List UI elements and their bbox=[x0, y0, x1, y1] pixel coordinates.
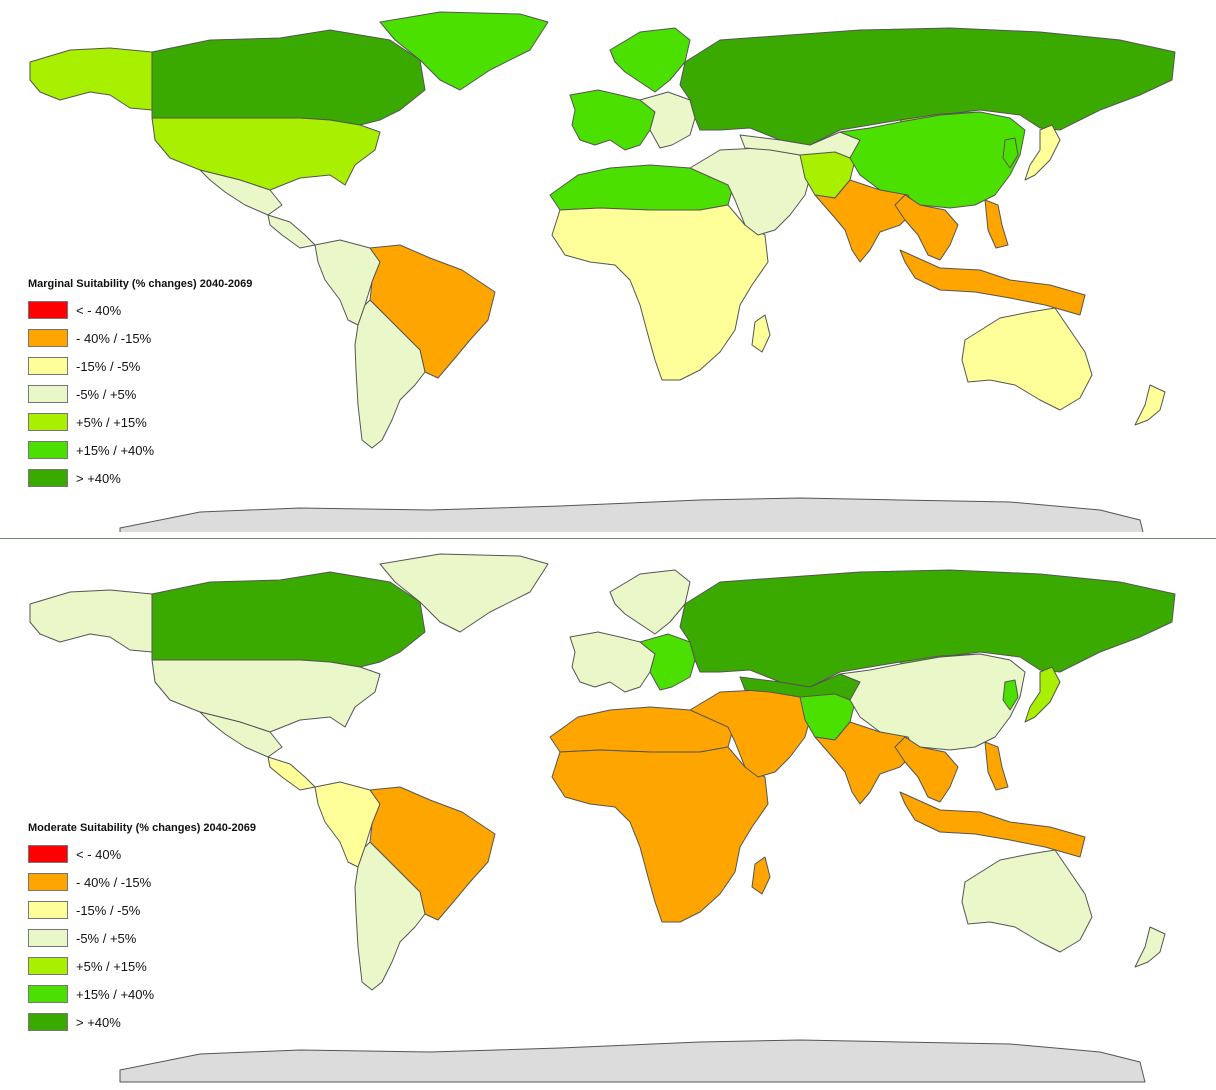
region-china bbox=[839, 111, 1026, 209]
region-eastern-europe bbox=[639, 91, 696, 149]
region-brazil bbox=[369, 244, 496, 379]
legend-item: > +40% bbox=[28, 1008, 256, 1036]
region-southeast-asia bbox=[894, 194, 959, 261]
region-japan bbox=[1024, 666, 1061, 723]
region-canada bbox=[151, 571, 426, 668]
region-korea bbox=[1002, 137, 1019, 169]
region-central-america bbox=[267, 756, 316, 791]
region-greenland bbox=[379, 11, 549, 91]
map-panel-marginal: Marginal Suitability (% changes) 2040-20… bbox=[0, 0, 1216, 532]
region-eastern-europe bbox=[639, 633, 696, 691]
region-alaska bbox=[29, 589, 153, 653]
legend-item: +5% / +15% bbox=[28, 952, 256, 980]
legend-label: < - 40% bbox=[76, 302, 122, 318]
region-southern-cone bbox=[354, 841, 426, 991]
legend-swatch bbox=[28, 469, 68, 487]
region-new-zealand bbox=[1134, 926, 1166, 968]
legend-rows: < - 40% - 40% / -15% -15% / -5% -5% / +5% +5… bbox=[28, 840, 256, 1036]
region-indonesia bbox=[899, 791, 1086, 858]
legend-swatch bbox=[28, 413, 68, 431]
legend-item: - 40% / -15% bbox=[28, 324, 252, 352]
legend-label: > +40% bbox=[76, 1014, 121, 1030]
region-western-europe bbox=[569, 631, 656, 693]
legend-item: -15% / -5% bbox=[28, 352, 252, 380]
region-sub-saharan-africa bbox=[551, 746, 769, 923]
legend-swatch bbox=[28, 329, 68, 347]
region-madagascar bbox=[751, 314, 771, 353]
region-greenland bbox=[379, 553, 549, 633]
legend-swatch bbox=[28, 957, 68, 975]
region-new-zealand bbox=[1134, 384, 1166, 426]
panel-divider bbox=[0, 538, 1216, 539]
legend-item: < - 40% bbox=[28, 296, 252, 324]
legend-swatch bbox=[28, 901, 68, 919]
region-australia bbox=[961, 307, 1093, 411]
region-indonesia bbox=[899, 249, 1086, 316]
world-map-moderate bbox=[29, 553, 1176, 1083]
legend-swatch bbox=[28, 441, 68, 459]
region-india bbox=[814, 179, 916, 263]
legend-title: Marginal Suitability (% changes) 2040-20… bbox=[28, 278, 253, 290]
legend-item: -15% / -5% bbox=[28, 896, 256, 924]
region-antarctica bbox=[119, 497, 1144, 532]
legend-swatch bbox=[28, 385, 68, 403]
legend-item: +15% / +40% bbox=[28, 980, 256, 1008]
region-central-america bbox=[267, 214, 316, 249]
region-australia bbox=[961, 849, 1093, 953]
legend-swatch bbox=[28, 357, 68, 375]
region-philippines bbox=[984, 741, 1009, 791]
legend-label: -15% / -5% bbox=[76, 902, 141, 918]
legend-label: -15% / -5% bbox=[76, 358, 141, 374]
legend-swatch bbox=[28, 985, 68, 1003]
legend-title: Moderate Suitability (% changes) 2040-20… bbox=[28, 822, 257, 834]
region-japan bbox=[1024, 124, 1061, 181]
legend-marginal: Marginal Suitability (% changes) 2040-20… bbox=[28, 278, 252, 492]
world-map-marginal bbox=[29, 11, 1176, 532]
region-scandinavia bbox=[609, 569, 691, 635]
region-usa bbox=[151, 117, 381, 191]
region-philippines bbox=[984, 199, 1009, 249]
region-antarctica bbox=[119, 1039, 1146, 1083]
legend-swatch bbox=[28, 873, 68, 891]
region-china bbox=[839, 653, 1026, 751]
legend-swatch bbox=[28, 301, 68, 319]
legend-moderate: Moderate Suitability (% changes) 2040-20… bbox=[28, 822, 256, 1036]
region-usa bbox=[151, 659, 381, 733]
legend-item: +5% / +15% bbox=[28, 408, 252, 436]
legend-label: - 40% / -15% bbox=[76, 330, 152, 346]
legend-label: < - 40% bbox=[76, 846, 122, 862]
legend-swatch bbox=[28, 1013, 68, 1031]
region-western-europe bbox=[569, 89, 656, 151]
region-southeast-asia bbox=[894, 736, 959, 803]
region-russia bbox=[679, 27, 1176, 146]
legend-label: > +40% bbox=[76, 470, 121, 486]
legend-label: -5% / +5% bbox=[76, 386, 137, 402]
legend-label: +5% / +15% bbox=[76, 414, 147, 430]
legend-label: - 40% / -15% bbox=[76, 874, 152, 890]
region-madagascar bbox=[751, 856, 771, 895]
legend-item: < - 40% bbox=[28, 840, 256, 868]
legend-label: +15% / +40% bbox=[76, 442, 155, 458]
legend-swatch bbox=[28, 929, 68, 947]
region-india bbox=[814, 721, 916, 805]
legend-item: > +40% bbox=[28, 464, 252, 492]
region-scandinavia bbox=[609, 27, 691, 93]
region-canada bbox=[151, 29, 426, 126]
legend-label: +15% / +40% bbox=[76, 986, 155, 1002]
legend-swatch bbox=[28, 845, 68, 863]
region-brazil bbox=[369, 786, 496, 921]
region-southern-cone bbox=[354, 299, 426, 449]
region-korea bbox=[1002, 679, 1019, 711]
legend-item: -5% / +5% bbox=[28, 924, 256, 952]
region-russia bbox=[679, 569, 1176, 688]
legend-rows: < - 40% - 40% / -15% -15% / -5% -5% / +5% +5… bbox=[28, 296, 252, 492]
legend-item: -5% / +5% bbox=[28, 380, 252, 408]
legend-item: - 40% / -15% bbox=[28, 868, 256, 896]
legend-label: -5% / +5% bbox=[76, 930, 137, 946]
region-sub-saharan-africa bbox=[551, 204, 769, 381]
map-panel-moderate: Moderate Suitability (% changes) 2040-20… bbox=[0, 542, 1216, 1090]
legend-item: +15% / +40% bbox=[28, 436, 252, 464]
region-alaska bbox=[29, 47, 153, 111]
legend-label: +5% / +15% bbox=[76, 958, 147, 974]
